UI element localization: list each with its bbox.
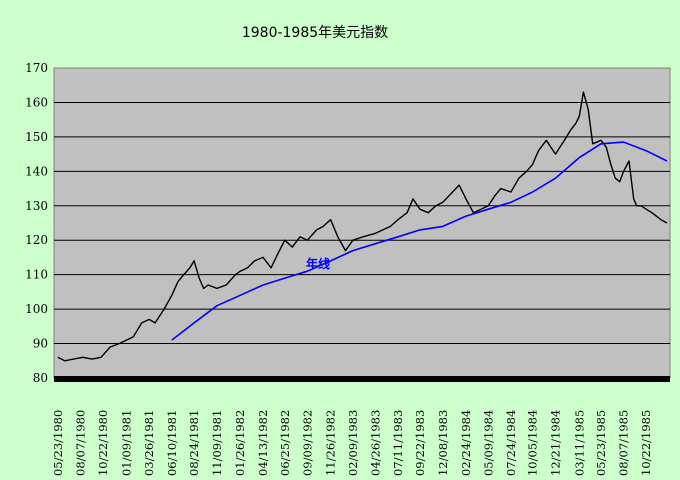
x-tick-label: 08/24/1981 <box>187 410 201 476</box>
x-tick-label: 06/25/1982 <box>278 410 292 476</box>
x-tick-label: 05/09/1984 <box>481 410 495 476</box>
ma-line-label: 年线 <box>306 256 330 271</box>
x-tick-label: 07/11/1983 <box>391 410 405 476</box>
x-tick-label: 09/22/1983 <box>413 410 427 476</box>
x-tick-label: 01/26/1982 <box>233 410 247 476</box>
y-tick-label: 80 <box>33 371 48 385</box>
x-tick-label: 02/09/1983 <box>346 410 360 476</box>
chart-title: 1980-1985年美元指数 <box>242 25 388 41</box>
x-tick-label: 03/26/1981 <box>142 410 156 476</box>
y-tick-label: 120 <box>25 233 48 247</box>
price-line <box>57 91 668 362</box>
x-tick-label: 05/23/1980 <box>51 410 65 476</box>
y-tick-label: 150 <box>25 130 48 144</box>
x-axis-base-bar <box>54 376 670 382</box>
x-tick-label: 06/10/1981 <box>165 410 179 476</box>
y-axis: 80 90 100 110 120 130 140 150 160 170 <box>25 61 48 385</box>
x-tick-label: 10/05/1984 <box>526 410 540 476</box>
x-tick-label: 08/07/1980 <box>73 410 87 476</box>
x-tick-label: 12/21/1984 <box>548 410 562 476</box>
x-tick-label: 01/09/1981 <box>120 410 134 476</box>
y-tick-label: 90 <box>33 337 48 351</box>
x-tick-label: 11/26/1982 <box>324 410 338 476</box>
x-tick-label: 03/11/1985 <box>572 410 586 476</box>
x-tick-label: 10/22/1985 <box>639 410 653 476</box>
gridlines <box>54 101 670 345</box>
x-tick-label: 08/07/1985 <box>617 410 631 476</box>
x-tick-label: 07/24/1984 <box>504 410 518 476</box>
y-tick-label: 170 <box>25 61 48 75</box>
y-tick-label: 110 <box>25 268 48 282</box>
moving-average-line <box>171 141 668 341</box>
x-tick-label: 04/26/1983 <box>369 410 383 476</box>
x-axis: 05/23/1980 08/07/1980 10/22/1980 01/09/1981… <box>51 410 653 476</box>
x-tick-label: 09/09/1982 <box>300 410 314 476</box>
x-tick-label: 05/23/1985 <box>594 410 608 476</box>
y-tick-label: 140 <box>25 164 48 178</box>
y-tick-label: 130 <box>25 199 48 213</box>
x-tick-label: 02/24/1984 <box>459 410 473 476</box>
x-tick-label: 11/09/1981 <box>210 410 224 476</box>
y-tick-label: 100 <box>25 302 48 316</box>
x-tick-label: 04/13/1982 <box>256 410 270 476</box>
series <box>57 91 668 362</box>
x-tick-label: 12/08/1983 <box>436 410 450 476</box>
plot-area <box>53 67 671 379</box>
x-tick-label: 10/22/1980 <box>96 410 110 476</box>
y-tick-label: 160 <box>25 95 48 109</box>
